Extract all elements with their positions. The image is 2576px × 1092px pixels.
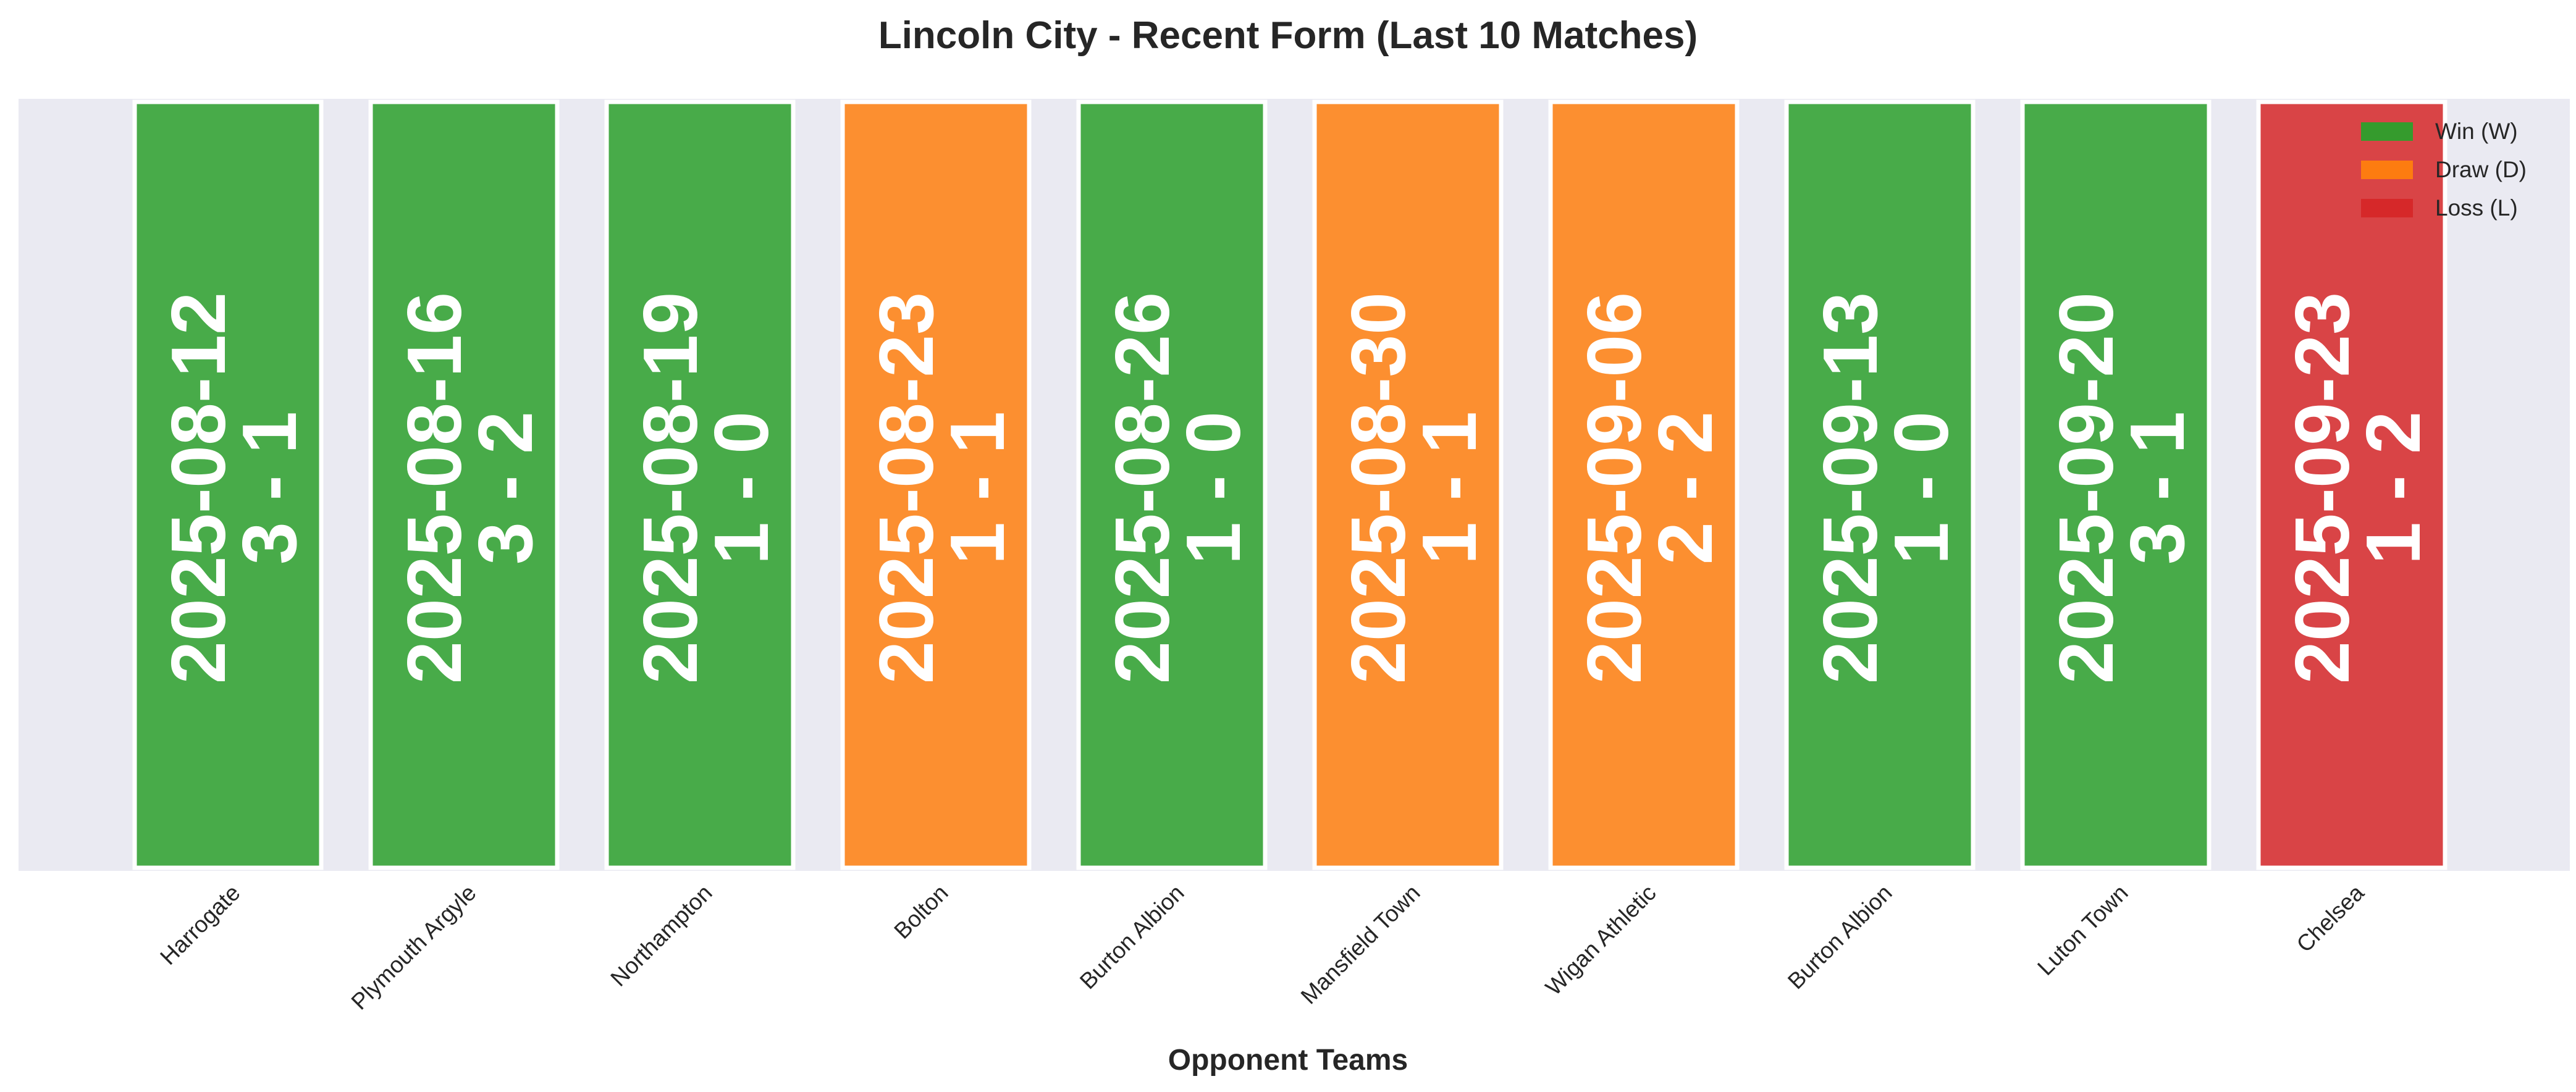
legend-label-d: Draw (D) xyxy=(2435,157,2527,182)
x-tick-label-8: Burton Albion xyxy=(1783,880,1897,994)
match-score: 2 - 2 xyxy=(1643,411,1728,565)
bar-6 xyxy=(1312,99,1504,870)
match-score: 1 - 0 xyxy=(699,411,785,565)
match-score: 3 - 1 xyxy=(227,411,313,565)
x-tick-label-6: Mansfield Town xyxy=(1296,880,1425,1009)
match-date: 2025-09-20 xyxy=(2044,292,2129,684)
match-date: 2025-08-16 xyxy=(392,292,478,684)
bar-label-2: 2025-08-163 - 2 xyxy=(392,292,549,684)
x-tick-labels: Harrogate Plymouth Argyle Northampton Bolto… xyxy=(155,880,2369,1014)
match-date: 2025-08-23 xyxy=(864,292,949,684)
bar-label-6: 2025-08-301 - 1 xyxy=(1336,292,1492,684)
match-date: 2025-09-23 xyxy=(2280,292,2365,684)
legend-label-w: Win (W) xyxy=(2435,119,2518,144)
bar-label-7: 2025-09-062 - 2 xyxy=(1572,292,1728,684)
x-tick-label-9: Luton Town xyxy=(2032,880,2132,980)
bar-label-3: 2025-08-191 - 0 xyxy=(628,292,785,684)
match-score: 1 - 1 xyxy=(1407,411,1492,565)
bar-2 xyxy=(368,99,560,870)
match-date: 2025-08-19 xyxy=(628,292,713,684)
bar-label-8: 2025-09-131 - 0 xyxy=(1808,292,1964,684)
legend-swatch-l xyxy=(2361,199,2413,217)
legend-swatch-d xyxy=(2361,161,2413,179)
x-tick-label-10: Chelsea xyxy=(2292,880,2369,957)
x-tick-label-7: Wigan Athletic xyxy=(1541,880,1661,1001)
chart-title: Lincoln City - Recent Form (Last 10 Matc… xyxy=(878,14,1698,57)
bar-1 xyxy=(132,99,324,870)
match-score: 3 - 1 xyxy=(2115,411,2200,565)
x-tick-label-4: Bolton xyxy=(889,880,953,944)
match-score: 1 - 1 xyxy=(935,411,1021,565)
match-date: 2025-08-26 xyxy=(1100,292,1185,684)
bar-4 xyxy=(840,99,1032,870)
bar-label-5: 2025-08-261 - 0 xyxy=(1100,292,1256,684)
bar-label-9: 2025-09-203 - 1 xyxy=(2044,292,2200,684)
bar-labels-layer: 2025-08-123 - 1 2025-08-163 - 2 2025-08-19… xyxy=(156,292,2436,684)
match-date: 2025-09-06 xyxy=(1572,292,1657,684)
bar-label-4: 2025-08-231 - 1 xyxy=(864,292,1021,684)
x-tick-label-1: Harrogate xyxy=(155,880,245,970)
bar-7 xyxy=(1548,99,1740,870)
x-tick-label-3: Northampton xyxy=(605,880,717,991)
x-axis-label: Opponent Teams xyxy=(1168,1044,1408,1077)
match-score: 1 - 0 xyxy=(1171,411,1256,565)
match-date: 2025-09-13 xyxy=(1808,292,1893,684)
match-date: 2025-08-30 xyxy=(1336,292,1421,684)
bar-label-1: 2025-08-123 - 1 xyxy=(156,292,313,684)
bar-8 xyxy=(1784,99,1976,870)
x-tick-label-2: Plymouth Argyle xyxy=(347,880,481,1015)
match-score: 3 - 2 xyxy=(463,411,549,565)
bar-3 xyxy=(604,99,796,870)
bars-layer xyxy=(132,99,2448,870)
match-score: 1 - 2 xyxy=(2351,411,2436,565)
match-score: 1 - 0 xyxy=(1879,411,1964,565)
bar-label-10: 2025-09-231 - 2 xyxy=(2280,292,2436,684)
x-tick-label-5: Burton Albion xyxy=(1075,880,1189,994)
bar-10 xyxy=(2256,99,2448,870)
legend-label-l: Loss (L) xyxy=(2435,195,2518,220)
legend-swatch-w xyxy=(2361,122,2413,141)
bar-9 xyxy=(2020,99,2212,870)
bar-5 xyxy=(1076,99,1268,870)
legend: Win (W) Draw (D) Loss (L) xyxy=(2361,119,2527,220)
match-date: 2025-08-12 xyxy=(156,292,242,684)
